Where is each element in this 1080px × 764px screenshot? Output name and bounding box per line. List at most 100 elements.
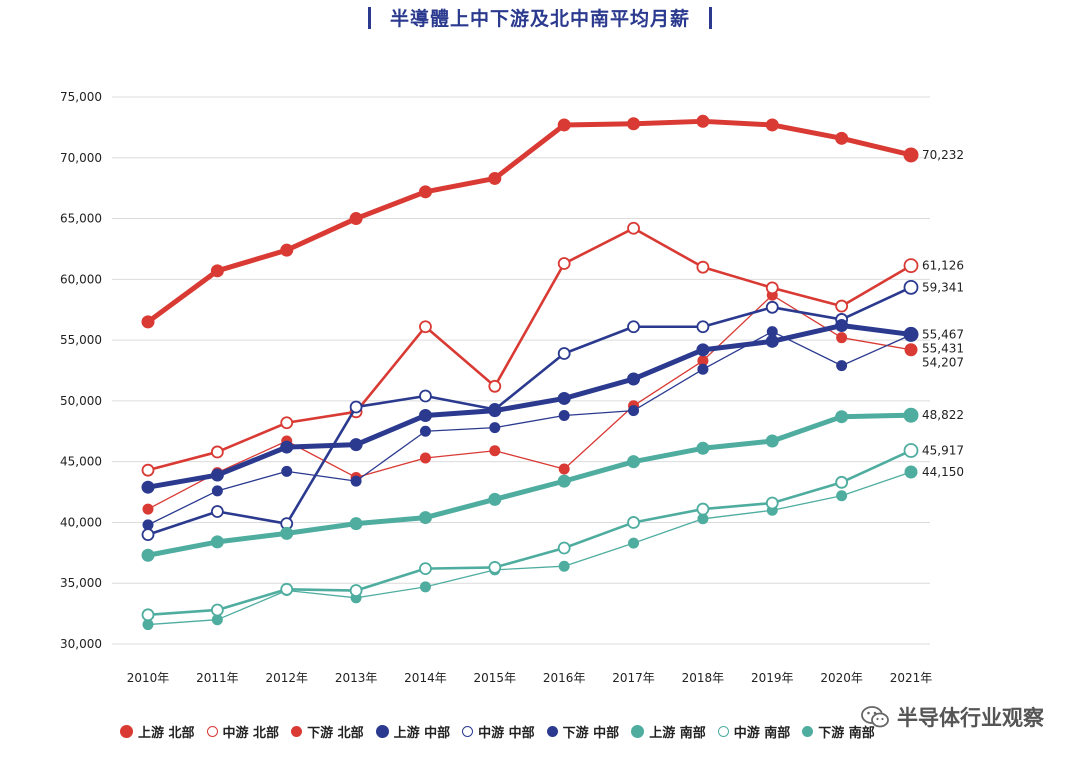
data-point bbox=[210, 535, 224, 549]
legend-marker-icon bbox=[631, 725, 645, 738]
data-point bbox=[765, 118, 779, 132]
data-point bbox=[697, 363, 709, 375]
data-point bbox=[141, 480, 155, 494]
x-tick-label: 2020年 bbox=[820, 671, 863, 685]
y-tick-label: 65,000 bbox=[60, 212, 102, 226]
data-point bbox=[142, 519, 154, 531]
end-value-label: 59,341 bbox=[922, 280, 964, 294]
data-point bbox=[419, 320, 432, 334]
data-point bbox=[418, 408, 432, 422]
y-tick-label: 50,000 bbox=[60, 394, 102, 408]
x-tick-label: 2019年 bbox=[751, 671, 794, 685]
legend-marker-icon bbox=[802, 726, 814, 737]
data-point bbox=[627, 320, 640, 334]
data-point bbox=[766, 326, 778, 338]
data-point bbox=[489, 422, 501, 434]
legend-marker-icon bbox=[375, 725, 389, 738]
data-point bbox=[696, 343, 710, 357]
data-point bbox=[903, 147, 919, 163]
x-tick-label: 2018年 bbox=[682, 671, 725, 685]
title-bar-left bbox=[367, 6, 371, 29]
data-point bbox=[628, 537, 640, 549]
legend-item: 下游 中部 bbox=[546, 722, 620, 741]
data-point bbox=[697, 355, 709, 367]
data-point bbox=[489, 445, 501, 457]
data-point bbox=[349, 400, 363, 414]
data-point bbox=[836, 332, 848, 344]
legend-label: 下游 中部 bbox=[562, 726, 620, 741]
x-tick-label: 2016年 bbox=[543, 671, 586, 685]
data-point bbox=[141, 528, 155, 541]
data-point bbox=[349, 517, 363, 531]
y-tick-label: 55,000 bbox=[60, 333, 102, 347]
data-point bbox=[488, 404, 502, 418]
end-value-label: 48,822 bbox=[922, 408, 964, 422]
data-point bbox=[280, 243, 294, 257]
y-tick-label: 30,000 bbox=[60, 637, 102, 651]
data-point bbox=[697, 513, 709, 525]
end-value-label: 45,917 bbox=[922, 444, 964, 458]
legend-label: 下游 南部 bbox=[818, 726, 875, 741]
end-value-label: 55,431 bbox=[922, 341, 964, 355]
end-value-label: 54,207 bbox=[922, 355, 964, 369]
data-point bbox=[903, 326, 919, 342]
chart-title-wrap: 半導體上中下游及北中南平均月薪 bbox=[0, 4, 1080, 31]
legend-label: 上游 南部 bbox=[649, 726, 706, 741]
data-point bbox=[765, 281, 779, 295]
data-point bbox=[557, 541, 571, 555]
data-point bbox=[836, 490, 848, 502]
data-point bbox=[627, 372, 641, 386]
data-point bbox=[904, 343, 918, 357]
legend-label: 中游 南部 bbox=[733, 726, 791, 741]
data-point bbox=[904, 465, 918, 479]
data-point bbox=[627, 455, 641, 469]
series-line bbox=[147, 294, 912, 510]
data-point bbox=[765, 300, 779, 314]
legend-item: 中游 南部 bbox=[717, 722, 791, 741]
data-point bbox=[419, 389, 432, 403]
data-point bbox=[280, 526, 294, 540]
x-tick-label: 2017年 bbox=[612, 671, 655, 685]
data-point bbox=[765, 334, 779, 348]
data-point bbox=[558, 463, 570, 475]
data-point bbox=[627, 221, 640, 235]
data-point bbox=[488, 171, 502, 185]
legend-item: 上游 中部 bbox=[375, 722, 450, 741]
data-point bbox=[836, 360, 848, 372]
data-point bbox=[211, 485, 223, 497]
data-point bbox=[419, 452, 431, 464]
data-point bbox=[210, 264, 224, 278]
end-value-label: 70,232 bbox=[922, 148, 964, 162]
watermark-text: 半导体行业观察 bbox=[897, 706, 1044, 730]
data-point bbox=[488, 492, 502, 506]
watermark: 半导体行业观察 bbox=[861, 702, 1044, 732]
data-point bbox=[142, 503, 154, 515]
series-line bbox=[145, 118, 914, 325]
data-point bbox=[835, 131, 849, 145]
y-tick-label: 60,000 bbox=[60, 272, 102, 286]
data-point bbox=[557, 257, 571, 270]
data-point bbox=[141, 315, 155, 329]
x-tick-label: 2014年 bbox=[404, 671, 447, 685]
data-point bbox=[557, 391, 571, 405]
legend-label: 中游 中部 bbox=[478, 726, 535, 741]
data-point bbox=[350, 475, 362, 487]
legend-item: 中游 中部 bbox=[462, 722, 535, 741]
data-point bbox=[418, 185, 432, 199]
data-point bbox=[281, 465, 293, 477]
data-point bbox=[280, 440, 294, 454]
data-point bbox=[210, 603, 224, 617]
data-point bbox=[903, 279, 919, 295]
legend-marker-icon bbox=[291, 726, 303, 737]
data-point bbox=[558, 560, 570, 572]
data-point bbox=[835, 410, 849, 424]
data-point bbox=[211, 614, 223, 626]
title-bar-right bbox=[709, 6, 713, 29]
series-line bbox=[146, 449, 913, 617]
data-point bbox=[488, 561, 502, 574]
data-point bbox=[141, 548, 155, 562]
data-point bbox=[557, 474, 571, 488]
data-point bbox=[210, 468, 224, 482]
data-point bbox=[903, 443, 919, 458]
